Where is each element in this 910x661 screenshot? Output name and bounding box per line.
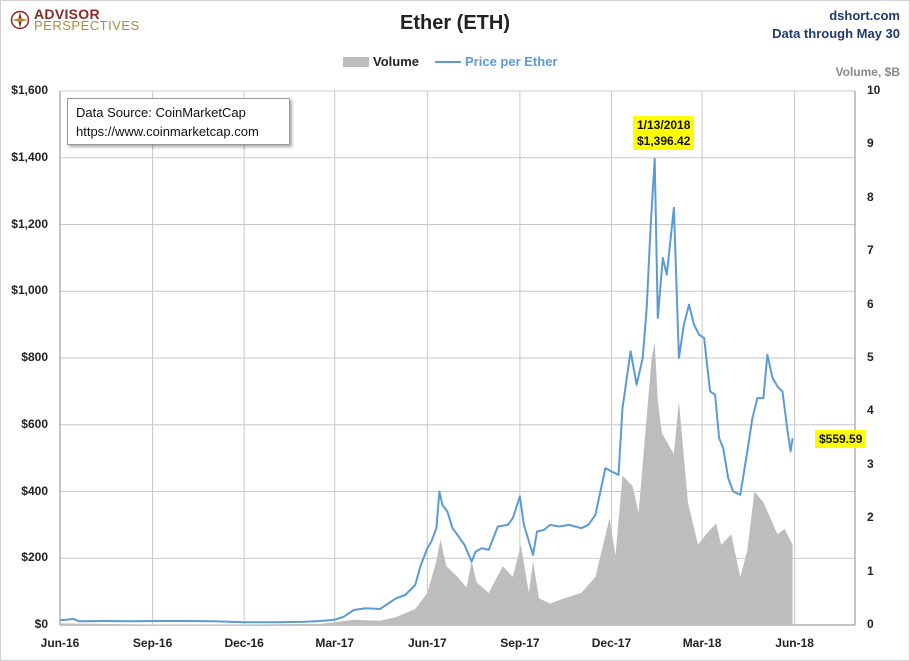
- right-axis-tick-label: 7: [867, 243, 874, 258]
- left-axis-tick-label: $200: [21, 550, 48, 565]
- legend-price-label: Price per Ether: [465, 54, 558, 69]
- right-axis-tick-label: 2: [867, 510, 874, 525]
- left-axis-tick-label: $1,000: [11, 283, 48, 298]
- x-axis-tick-label: Jun-17: [407, 636, 447, 650]
- right-axis-tick-label: 4: [867, 403, 874, 418]
- last-price-annotation: $559.59: [815, 430, 867, 448]
- legend-price-swatch: [435, 60, 461, 63]
- left-axis-tick-label: $0: [34, 617, 48, 631]
- logo-line1: ADVISOR: [34, 6, 100, 22]
- peak-annotation: 1/13/2018 $1,396.42: [633, 116, 695, 150]
- right-axis-tick-label: 5: [867, 350, 874, 364]
- data-source-line1: Data Source: CoinMarketCap: [76, 105, 246, 120]
- right-axis-tick-label: 1: [867, 563, 874, 578]
- right-axis-tick-label: 9: [867, 136, 874, 151]
- x-axis-tick-label: Jun-18: [775, 636, 814, 650]
- left-axis-tick-label: $400: [21, 483, 48, 498]
- advisor-perspectives-logo: ADVISOR PERSPECTIVES: [10, 6, 140, 33]
- last-price-annotation-value: $559.59: [819, 432, 863, 446]
- left-axis-tick-label: $1,400: [11, 149, 48, 164]
- right-axis-tick-label: 3: [867, 456, 874, 471]
- left-axis-tick-label: $600: [21, 416, 48, 431]
- x-axis-tick-label: Sep-17: [500, 636, 540, 650]
- price-line: [59, 157, 794, 624]
- peak-annotation-date: 1/13/2018: [637, 118, 691, 132]
- left-axis-tick-label: $1,200: [11, 216, 48, 231]
- x-axis-tick-label: Mar-18: [682, 636, 722, 650]
- x-axis-tick-label: Sep-16: [132, 636, 173, 650]
- x-axis-tick-label: Dec-16: [224, 636, 264, 650]
- data-through-label: Data through May 30: [772, 26, 900, 41]
- left-axis-tick-label: $800: [21, 350, 48, 364]
- right-axis-tick-label: 10: [867, 83, 881, 97]
- x-axis-tick-label: Mar-17: [315, 636, 355, 650]
- legend-volume-swatch: [343, 56, 369, 67]
- right-axis-title: Volume, $B: [835, 65, 900, 79]
- peak-annotation-value: $1,396.42: [637, 134, 691, 148]
- legend-volume-label: Volume: [373, 54, 419, 69]
- data-source-box: Data Source: CoinMarketCap https://www.c…: [67, 98, 290, 145]
- chart-title: Ether (ETH): [400, 12, 510, 34]
- left-axis-tick-label: $1,600: [11, 83, 48, 97]
- data-source-line2: https://www.coinmarketcap.com: [76, 124, 259, 139]
- volume-area: [60, 342, 793, 625]
- right-axis-tick-label: 8: [867, 189, 874, 204]
- legend: Volume Price per Ether: [343, 54, 558, 69]
- right-axis-tick-label: 0: [867, 617, 874, 631]
- right-axis-tick-label: 6: [867, 296, 874, 311]
- logo-line2: PERSPECTIVES: [34, 18, 140, 33]
- x-axis-tick-label: Jun-16: [40, 636, 80, 650]
- x-axis-tick-label: Dec-17: [591, 636, 632, 650]
- compass-rose-icon: [10, 10, 30, 30]
- site-label: dshort.com: [829, 8, 900, 23]
